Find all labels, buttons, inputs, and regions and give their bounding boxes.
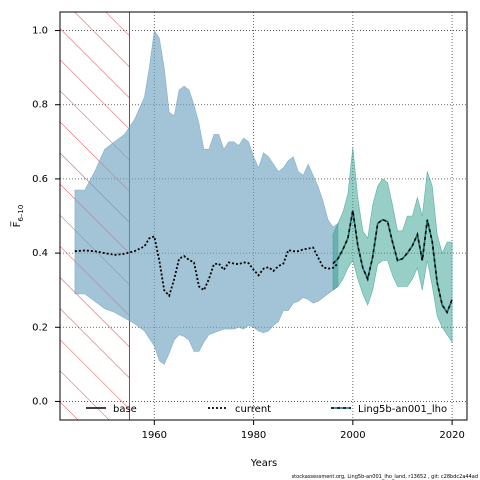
line-current (74, 235, 339, 298)
y-tick-label: 0.4 (32, 248, 48, 259)
y-axis-title-main: F̅ (10, 221, 23, 228)
axes: 1960 1980 2000 2020 0.0 0.2 0.4 0.6 0.8 1.0 (32, 26, 465, 441)
y-axis-title-sub: 6–10 (17, 205, 25, 222)
legend: base current Ling5b-an001_lho (86, 404, 447, 415)
plot-frame (59, 11, 468, 421)
y-axis-title: F̅6–10 (10, 205, 25, 228)
series-lines (74, 210, 453, 315)
x-tick-label: 1960 (142, 430, 167, 441)
legend-label-ling5b-an001-lho: Ling5b-an001_lho (358, 404, 447, 415)
y-tick-label: 0.6 (32, 174, 48, 185)
line-ling5b-an001-lho (332, 210, 453, 315)
x-axis-title: Years (250, 458, 277, 469)
legend-label-current: current (235, 404, 271, 415)
y-axis-title-group: F̅6–10 (10, 205, 25, 228)
y-tick-label: 0.8 (32, 100, 48, 111)
y-tick-label: 0.0 (32, 396, 48, 407)
confidence-bands (74, 29, 453, 365)
x-tick-label: 2000 (340, 430, 365, 441)
x-tick-label: 2020 (439, 430, 464, 441)
legend-label-base: base (113, 404, 137, 415)
x-tick-label: 1980 (241, 430, 266, 441)
footer-caption: stockassessment.org, Ling5b-an001_lho_la… (292, 474, 478, 480)
y-tick-label: 1.0 (32, 26, 48, 37)
y-tick-label: 0.2 (32, 322, 48, 333)
